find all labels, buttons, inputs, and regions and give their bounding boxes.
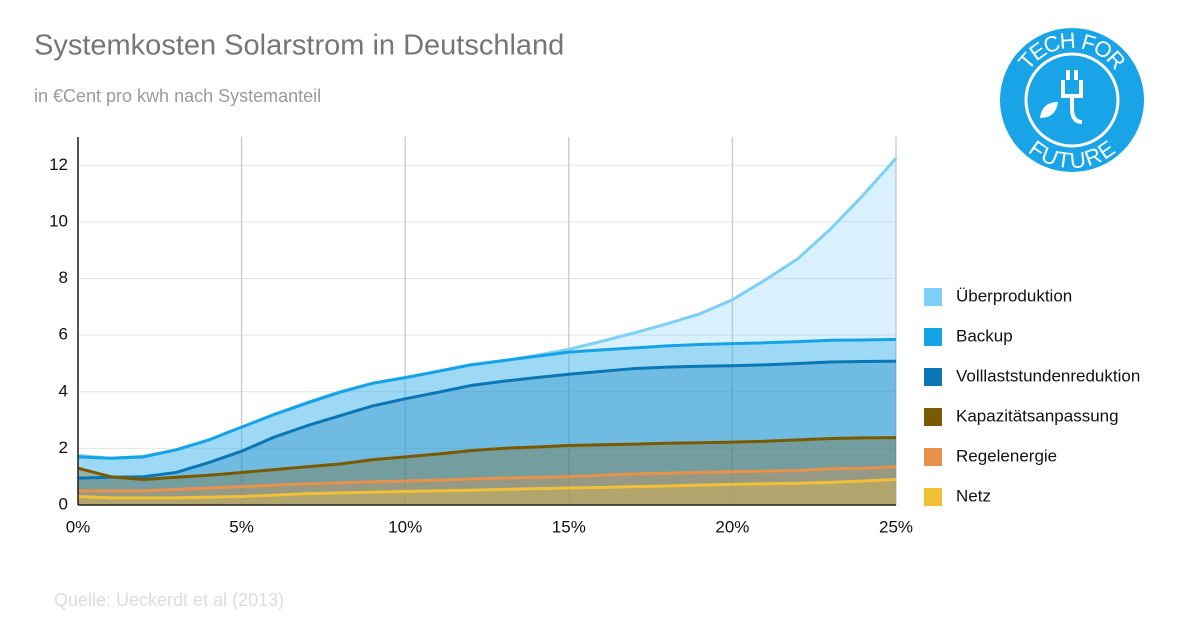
legend-label: Kapazitätsanpassung: [956, 406, 1119, 425]
line: [77, 478, 897, 500]
legend-swatch: [924, 488, 942, 506]
y-tick-label: 6: [59, 325, 68, 344]
area: [78, 437, 896, 505]
legend-swatch: [924, 368, 942, 386]
legend-label: Volllaststundenreduktion: [956, 366, 1140, 385]
y-tick-label: 0: [59, 494, 68, 513]
area: [78, 158, 896, 505]
legend-swatch: [924, 448, 942, 466]
logo-leaf: [1040, 102, 1058, 118]
line: [77, 436, 897, 482]
legend-swatch: [924, 328, 942, 346]
chart-title: Systemkosten Solarstrom in Deutschland: [34, 30, 564, 62]
x-tick-label: 10%: [388, 517, 422, 536]
chart-subtitle: in €Cent pro kwh nach Systemanteil: [34, 86, 321, 106]
legend-label: Überproduktion: [956, 286, 1072, 305]
legend-swatch: [924, 288, 942, 306]
x-tick-label: 5%: [229, 517, 254, 536]
legend-label: Regelenergie: [956, 446, 1057, 465]
x-tick-label: 15%: [552, 517, 586, 536]
area: [78, 339, 896, 505]
legend-swatch: [924, 408, 942, 426]
legend-label: Netz: [956, 486, 991, 505]
logo-plug: [1061, 70, 1083, 124]
x-tick-label: 25%: [879, 517, 913, 536]
y-tick-label: 12: [49, 155, 68, 174]
y-tick-label: 10: [49, 211, 68, 230]
y-tick-label: 2: [59, 438, 68, 457]
logo-ring: [1024, 52, 1120, 148]
line: [77, 337, 897, 460]
y-tick-label: 8: [59, 268, 68, 287]
y-tick-label: 4: [59, 381, 68, 400]
source-note: Quelle: Ueckerdt et al (2013): [54, 590, 284, 610]
line: [77, 359, 897, 480]
legend-label: Backup: [956, 326, 1013, 345]
x-tick-label: 20%: [715, 517, 749, 536]
logo: TECH FOR FUTURE: [1000, 27, 1144, 173]
x-tick-label: 0%: [66, 517, 91, 536]
line: [78, 465, 897, 493]
